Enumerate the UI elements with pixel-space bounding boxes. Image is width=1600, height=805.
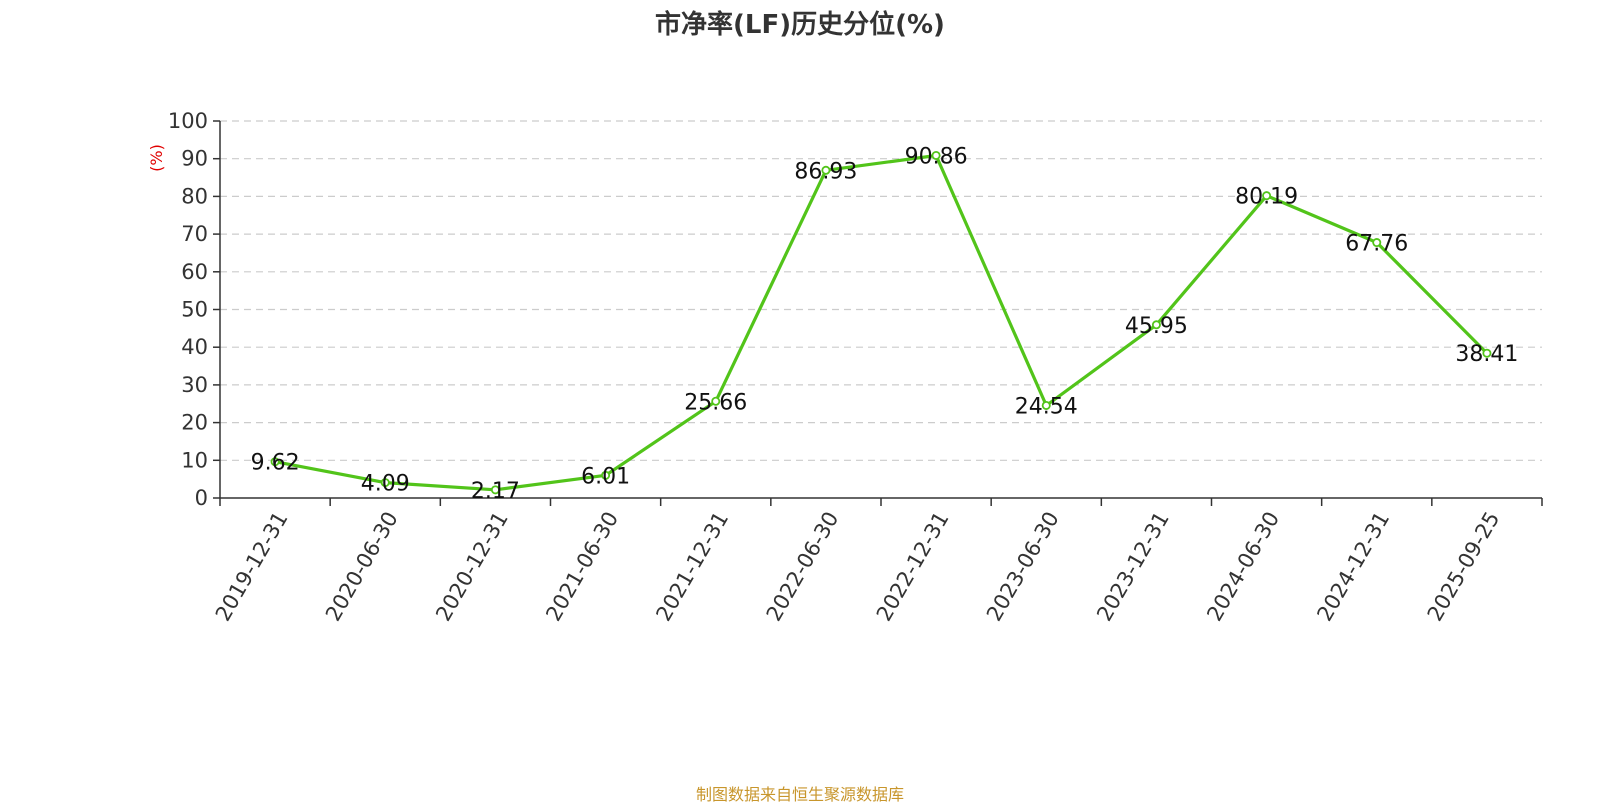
- data-points: [270, 150, 1492, 495]
- y-tick-label: 10: [181, 448, 208, 472]
- data-point: [1482, 348, 1492, 358]
- data-label: 4.09: [361, 472, 410, 497]
- data-label: 9.62: [251, 451, 300, 476]
- x-tick-label: 2019-12-31: [211, 508, 293, 626]
- x-tick-label: 2021-12-31: [651, 508, 733, 626]
- axes: 0 10 20 30 40 50 60 70 80 90 100 2019-12-31 2020-06-…: [168, 109, 1543, 626]
- data-point: [1041, 400, 1051, 410]
- y-tick-label: 80: [181, 184, 208, 208]
- y-tick-label: 60: [181, 260, 208, 284]
- data-point: [601, 470, 611, 480]
- x-tick-label: 2024-12-31: [1312, 508, 1394, 626]
- data-label: 38.41: [1455, 342, 1518, 367]
- series-line: [274, 153, 1489, 492]
- y-tick-label: 90: [181, 147, 208, 171]
- data-label: 90.86: [905, 144, 968, 169]
- data-point: [821, 165, 831, 175]
- data-point: [931, 150, 941, 160]
- data-label: 67.76: [1345, 232, 1408, 257]
- data-label: 2.17: [471, 479, 520, 504]
- x-tick-label: 2023-12-31: [1092, 508, 1174, 626]
- x-tick-label: 2022-06-30: [762, 508, 844, 626]
- x-tick-label: 2024-06-30: [1202, 508, 1284, 626]
- x-tick-label: 2020-06-30: [321, 508, 403, 626]
- y-tick-label: 70: [181, 222, 208, 246]
- data-label: 80.19: [1235, 185, 1298, 210]
- x-tick-label: 2020-12-31: [431, 507, 513, 625]
- x-tick-label: 2025-09-25: [1423, 508, 1505, 626]
- y-tick-label: 40: [181, 335, 208, 359]
- data-point: [1151, 320, 1161, 330]
- y-tick-label: 30: [181, 373, 208, 397]
- data-point: [490, 485, 500, 495]
- data-label: 25.66: [684, 390, 747, 415]
- data-labels: 9.62 4.09 2.17 6.01 25.66 86.93 90.86 24.54 45.9…: [251, 144, 1519, 503]
- data-point: [270, 457, 280, 467]
- data-point: [380, 478, 390, 488]
- y-tick-label: 50: [181, 298, 208, 322]
- data-point: [1372, 238, 1382, 248]
- x-tick-label: 2021-06-30: [541, 508, 623, 626]
- data-label: 45.95: [1125, 314, 1188, 339]
- y-tick-label: 20: [181, 411, 208, 435]
- y-tick-label: 100: [168, 109, 208, 133]
- data-point: [711, 396, 721, 406]
- x-tick-label: 2022-12-31: [872, 507, 954, 625]
- x-tick-label: 2023-06-30: [982, 508, 1064, 626]
- data-label: 6.01: [581, 464, 630, 489]
- data-point: [1262, 191, 1272, 201]
- data-label: 24.54: [1015, 394, 1078, 419]
- y-tick-label: 0: [195, 486, 208, 510]
- y-axis-unit-label: (%): [147, 144, 166, 172]
- series-line-group: [274, 153, 1489, 492]
- chart-title: 市净率(LF)历史分位(%): [655, 10, 945, 40]
- source-note: 制图数据来自恒生聚源数据库: [695, 785, 904, 804]
- data-label: 86.93: [794, 159, 857, 184]
- grid-lines: [220, 120, 1542, 461]
